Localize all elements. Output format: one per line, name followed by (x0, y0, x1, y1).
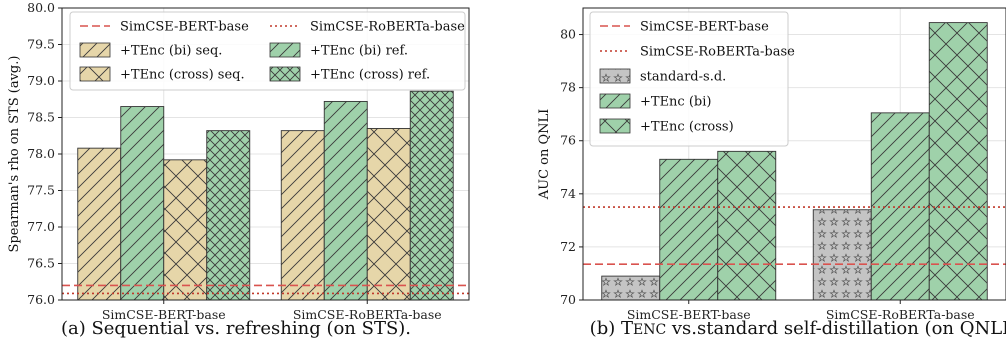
y-tick-label: 72 (560, 239, 576, 254)
y-tick-label: 77.0 (27, 219, 55, 234)
chart-qnli: 70 72 74 76 78 80 SimCSE-BERT-base SimCSE-RoBER… (537, 7, 1006, 322)
legend-swatch-hatch (80, 67, 110, 81)
x-tick-label: SimCSE-RoBERTa-base (826, 307, 975, 322)
bar-hatch (163, 159, 207, 300)
legend-swatch-hatch (270, 43, 300, 57)
legend-label: +TEnc (bi) (640, 95, 711, 110)
x-tick-label: SimCSE-BERT-base (102, 307, 226, 322)
bar-hatch (601, 276, 660, 300)
caption-a: (a) Sequential vs. refreshing (on STS). (61, 318, 411, 339)
bar-hatch (281, 130, 325, 300)
bar-hatch (77, 148, 121, 300)
legend-label: +TEnc (bi) ref. (310, 44, 408, 59)
legend-label: +TEnc (cross) seq. (120, 68, 245, 83)
legend-swatch-hatch (600, 119, 630, 133)
y-axis-label: Spearman's rho on STS (avg.) (7, 56, 22, 253)
x-tick-label: SimCSE-BERT-base (627, 307, 751, 322)
bar-hatch (813, 209, 872, 300)
legend-label: SimCSE-BERT-base (120, 20, 249, 35)
y-tick-label: 70 (560, 292, 576, 307)
bar-hatch (659, 159, 718, 300)
legend-label: SimCSE-BERT-base (640, 20, 769, 35)
y-tick-label: 78.0 (27, 146, 55, 161)
legend-label: standard-s.d. (640, 70, 726, 85)
legend (589, 11, 789, 147)
y-tick-label: 74 (560, 186, 576, 201)
bar-hatch (929, 22, 988, 300)
caption-b: (b) TENC vs.standard self-distillation (… (590, 318, 1006, 339)
y-tick-label: 80.0 (27, 0, 55, 15)
y-tick-label: 78.5 (27, 110, 55, 125)
legend-label: SimCSE-RoBERTa-base (310, 20, 465, 35)
bar-hatch (120, 106, 164, 300)
y-axis-label: AUC on QNLI (537, 109, 552, 201)
y-tick-label: 78 (560, 80, 576, 95)
plot-frame (582, 7, 1006, 301)
y-tick-label: 76.5 (27, 256, 55, 271)
legend-label: SimCSE-RoBERTa-base (640, 45, 795, 60)
chart-sts: 76.0 76.5 77.0 77.5 78.0 78.5 79.0 79.5 80.0 SimC… (7, 0, 470, 322)
x-tick-label: SimCSE-RoBERTa-base (293, 307, 442, 322)
bar-hatch (717, 151, 776, 300)
y-tick-label: 80 (560, 27, 576, 42)
legend (69, 11, 466, 91)
y-tick-label: 79.5 (27, 37, 55, 52)
bar-hatch (367, 128, 411, 300)
legend-swatch-hatch (600, 94, 630, 108)
y-tick-label: 79.0 (27, 73, 55, 88)
bar-hatch (324, 101, 368, 300)
bar-hatch (410, 91, 454, 300)
legend-swatch-hatch (80, 43, 110, 57)
legend-swatch-hatch (270, 67, 300, 81)
legend-swatch-hatch (600, 69, 630, 83)
bar-hatch (206, 130, 250, 300)
legend-label: +TEnc (cross) (640, 120, 734, 135)
y-tick-label: 76.0 (27, 292, 55, 307)
legend-label: +TEnc (cross) ref. (310, 68, 430, 83)
y-tick-label: 76 (560, 133, 576, 148)
legend-label: +TEnc (bi) seq. (120, 44, 222, 59)
y-tick-label: 77.5 (27, 183, 55, 198)
